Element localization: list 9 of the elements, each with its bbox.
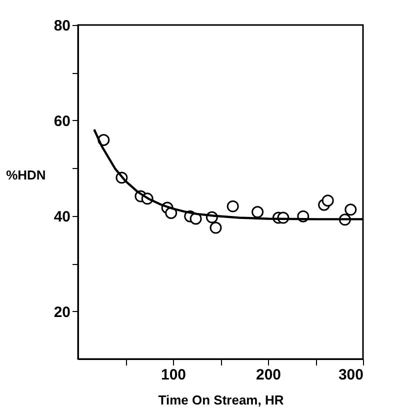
x-tick-label: 100	[160, 366, 186, 384]
y-tick-label: 40	[54, 208, 70, 226]
x-tick-label: 200	[256, 366, 282, 384]
y-tick-label: 20	[54, 304, 70, 321]
x-axis-title: Time On Stream, HR	[158, 392, 284, 407]
x-tick-label: 300	[338, 366, 364, 384]
y-tick-label: 60	[54, 112, 70, 130]
y-tick-label: 80	[54, 18, 70, 34]
y-axis-title: %HDN	[6, 168, 46, 182]
